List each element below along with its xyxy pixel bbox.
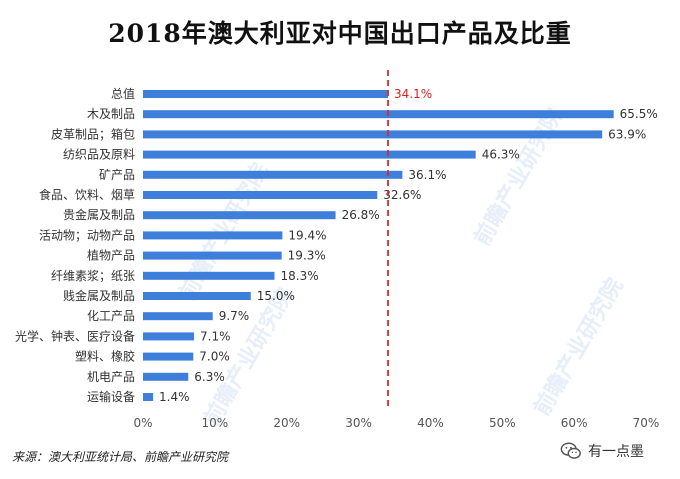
category-label: 纺织品及原料 [63,148,135,162]
data-label: 19.3% [288,249,326,263]
category-label: 矿产品 [99,168,135,182]
category-label: 活动物；动物产品 [39,228,135,242]
data-label: 7.0% [199,350,230,364]
bar [143,211,336,220]
x-tick-label: 50% [489,416,516,430]
x-tick-label: 40% [417,416,444,430]
category-label: 贱金属及制品 [63,288,135,303]
category-label: 木及制品 [87,107,135,121]
bar [143,150,476,159]
x-tick-label: 10% [202,416,229,430]
x-tick-label: 20% [273,416,300,430]
category-label: 塑料、橡胶 [75,349,135,364]
wechat-account: 有一点墨 [560,440,644,462]
bar [143,393,154,401]
data-label: 32.6% [383,188,421,202]
wechat-icon [560,442,581,459]
bar [143,292,251,300]
category-label: 光学、钟表、医疗设备 [15,328,135,343]
data-label: 6.3% [194,370,225,384]
category-label: 食品、饮料、烟草 [39,187,135,202]
category-label: 总值 [111,86,135,101]
category-label: 化工产品 [87,309,135,323]
category-label: 皮革制品；箱包 [51,126,135,141]
data-label: 26.8% [342,208,380,222]
bar [143,130,603,139]
chart-title: 2018年澳大利亚对中国出口产品及比重 [108,19,572,48]
bar [143,372,189,381]
bar [143,110,614,119]
category-label: 纤维素浆；纸张 [51,268,135,283]
x-tick-label: 0% [133,416,152,430]
bar [143,170,403,179]
x-tick-label: 70% [633,416,660,430]
data-label: 46.3% [482,148,520,162]
category-label: 贵金属及制品 [63,207,135,222]
bar [143,271,275,280]
x-tick-label: 30% [345,416,372,430]
bar [143,312,213,321]
data-label: 15.0% [257,289,295,303]
wechat-label: 有一点墨 [588,444,644,460]
bar [143,90,389,98]
bar [143,352,194,361]
source-note: 来源：澳大利亚统计局、前瞻产业研究院 [12,450,229,464]
bar [143,231,283,240]
bar [143,332,195,341]
data-label: 9.7% [219,309,250,323]
category-label: 运输设备 [87,389,135,404]
data-label: 36.1% [408,168,446,182]
data-label: 1.4% [159,390,190,404]
x-tick-label: 60% [561,416,588,430]
data-label: 19.4% [288,228,326,242]
data-label: 34.1% [394,87,432,101]
data-label: 63.9% [608,127,646,141]
bar [143,191,378,199]
category-label: 机电产品 [87,370,135,384]
data-label: 65.5% [620,107,658,121]
bar [143,251,282,260]
data-label: 18.3% [280,269,318,283]
data-label: 7.1% [200,329,231,343]
category-label: 植物产品 [87,248,135,263]
